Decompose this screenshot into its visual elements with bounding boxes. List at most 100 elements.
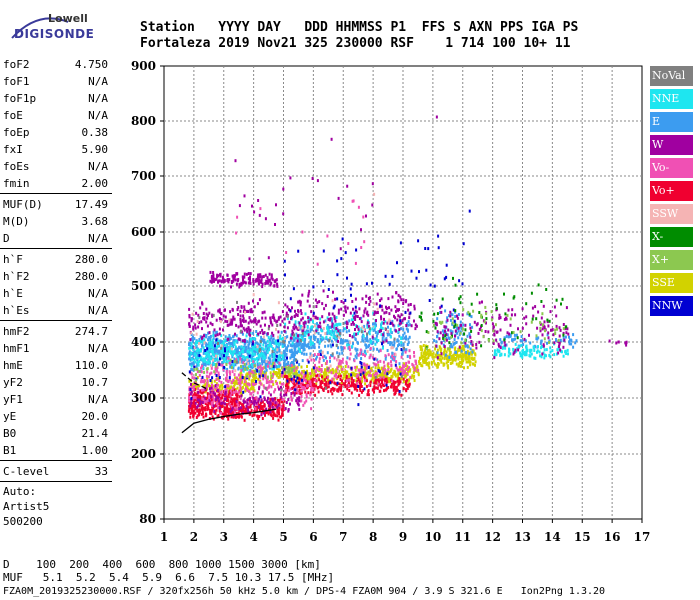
echo-point [244,281,247,285]
echo-point [377,330,380,334]
echo-point [238,345,241,349]
echo-point [548,319,551,323]
echo-point [397,329,400,333]
echo-point [572,333,575,337]
echo-point [347,384,350,387]
echo-point [245,272,248,276]
echo-point [214,368,217,372]
echo-point [218,354,221,358]
echo-point [259,346,262,350]
echo-point [377,360,380,364]
echo-point [313,358,316,362]
echo-point [398,362,401,366]
echo-point [378,374,381,378]
echo-point [287,361,290,364]
echo-point [333,374,336,378]
echo-point [562,331,565,335]
echo-point [442,331,445,335]
echo-point [372,347,375,351]
echo-point [500,340,503,344]
echo-point [389,327,392,331]
param-row: C-level 33 [0,463,112,480]
echo-point [202,316,205,320]
echo-point [361,297,364,301]
echo-point [368,296,371,300]
echo-point [234,345,237,349]
echo-point [535,334,538,338]
echo-point [338,386,341,390]
echo-point [245,410,248,414]
echo-point [332,306,335,310]
echo-point [315,305,318,308]
echo-point [299,384,302,388]
echo-point [218,317,221,320]
echo-point [307,374,310,377]
echo-point [368,303,371,306]
echo-point [259,364,262,368]
echo-point [276,399,279,402]
echo-point [224,352,227,356]
echo-point [546,341,548,345]
echo-point [357,403,360,407]
param-separator [0,460,112,461]
echo-point [412,371,415,375]
echo-point [295,344,298,348]
echo-point [311,318,314,322]
echo-point [316,338,319,342]
echo-point [236,393,239,396]
echo-point [543,320,546,324]
echo-point [269,341,272,345]
echo-point [337,365,340,369]
echo-point [309,391,312,395]
echo-point [214,278,217,282]
echo-point [263,331,266,335]
param-name: foF1 [3,75,30,88]
echo-point [189,338,192,342]
echo-point [275,354,278,358]
echo-point [220,334,223,338]
echo-point [370,378,373,382]
echo-point [449,310,452,314]
echo-point [262,331,265,335]
echo-point [246,360,249,364]
echo-point [389,335,392,339]
echo-point [396,318,399,322]
echo-point [264,410,267,414]
echo-point [322,320,325,324]
echo-point [437,362,439,365]
echo-point [242,326,245,330]
echo-point [557,338,560,342]
echo-point [357,385,360,388]
echo-point [391,354,394,358]
echo-point [193,396,195,400]
echo-point [233,399,236,403]
echo-point [365,339,368,342]
echo-point [236,340,239,343]
echo-point [349,352,352,356]
echo-point [272,365,275,369]
echo-point [346,276,348,280]
echo-point [203,400,206,404]
echo-point [198,360,201,363]
echo-point [242,406,245,410]
echo-point [445,361,448,365]
echo-point [260,399,263,403]
echo-point [298,321,301,325]
echo-point [269,343,271,347]
echo-point [399,295,402,299]
echo-point [363,368,366,372]
echo-point [247,321,250,325]
echo-point [358,369,361,373]
echo-point [260,357,263,361]
echo-point [254,358,256,362]
echo-point [209,334,212,338]
echo-point [523,337,526,341]
echo-point [507,335,510,339]
echo-point [265,362,267,366]
echo-point [439,350,442,353]
echo-point [443,325,446,329]
echo-point [427,331,430,334]
echo-point [193,365,196,369]
echo-point [280,404,283,408]
echo-point [356,325,358,329]
